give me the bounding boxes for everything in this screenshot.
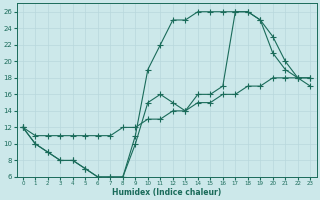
X-axis label: Humidex (Indice chaleur): Humidex (Indice chaleur) — [112, 188, 221, 197]
